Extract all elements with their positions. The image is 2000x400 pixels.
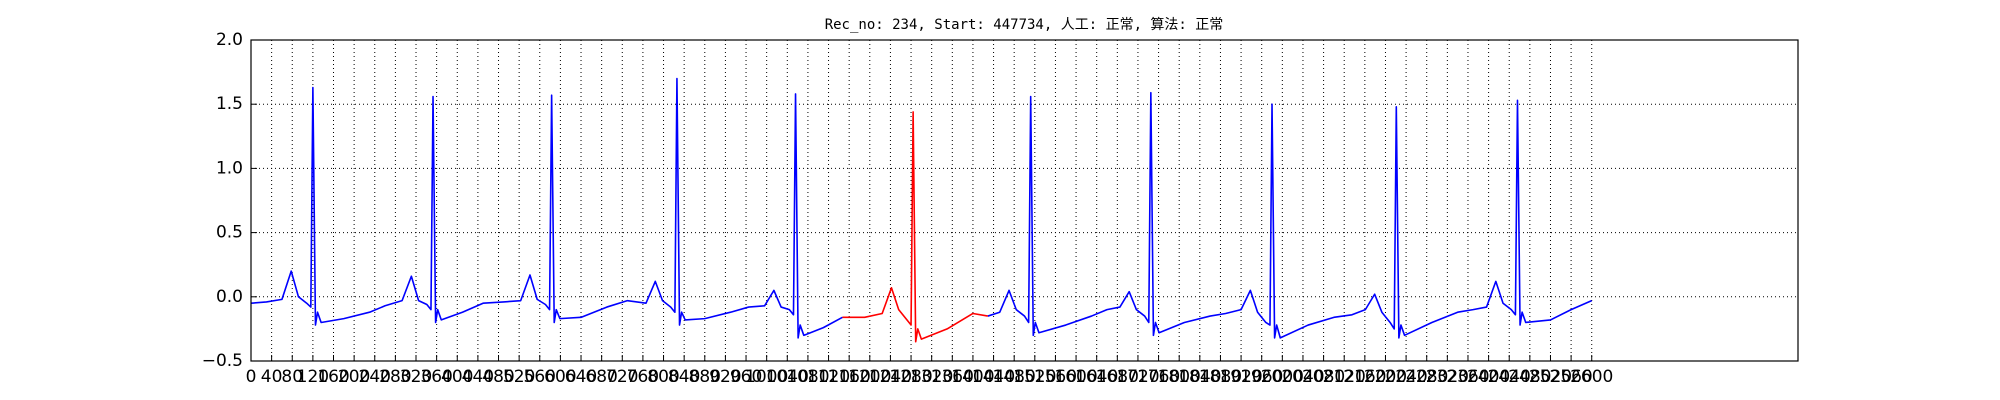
x-tick-label: 1720 xyxy=(1116,367,1159,387)
x-tick-label: 2040 xyxy=(1281,367,1324,387)
x-tick-label: 680 xyxy=(585,367,617,387)
x-tick-label: 1000 xyxy=(745,367,788,387)
x-tick-label: 2280 xyxy=(1405,367,1448,387)
x-tick-label: 2600 xyxy=(1570,367,1613,387)
x-tick-label: 880 xyxy=(689,367,721,387)
y-tick-label: 0.0 xyxy=(216,287,243,307)
x-tick-label: 1160 xyxy=(828,367,871,387)
x-tick-label: 40 xyxy=(261,367,283,387)
x-tick-label: 1480 xyxy=(993,367,1036,387)
x-tick-label: 1080 xyxy=(786,367,829,387)
x-tick-label: 640 xyxy=(565,367,597,387)
x-tick-label: 280 xyxy=(379,367,411,387)
x-tick-label: 1200 xyxy=(848,367,891,387)
x-tick-label: 1680 xyxy=(1096,367,1139,387)
x-tick-label: 1800 xyxy=(1158,367,1201,387)
x-tick-label: 1280 xyxy=(889,367,932,387)
x-tick-label: 1880 xyxy=(1199,367,1242,387)
x-tick-label: 2400 xyxy=(1467,367,1510,387)
x-tick-label: 1560 xyxy=(1034,367,1077,387)
x-tick-label: 1400 xyxy=(951,367,994,387)
x-tick-label: 720 xyxy=(606,367,638,387)
x-tick-label: 1840 xyxy=(1178,367,1221,387)
x-tick-label: 1240 xyxy=(869,367,912,387)
x-tick-label: 1640 xyxy=(1075,367,1118,387)
chart-title: Rec_no: 234, Start: 447734, 人工: 正常, 算法: … xyxy=(825,17,1224,33)
x-tick-label: 800 xyxy=(647,367,679,387)
x-tick-label: 560 xyxy=(524,367,556,387)
x-tick-label: 240 xyxy=(359,367,391,387)
x-tick-label: 0 xyxy=(246,367,257,387)
x-tick-label: 120 xyxy=(297,367,329,387)
y-tick-label: 1.0 xyxy=(216,158,243,178)
x-tick-label: 160 xyxy=(317,367,349,387)
ecg-line xyxy=(250,77,843,339)
x-tick-label: 600 xyxy=(544,367,576,387)
x-tick-label: 2320 xyxy=(1426,367,1469,387)
y-tick-label: 1.5 xyxy=(216,94,243,114)
x-tick-label: 1360 xyxy=(931,367,974,387)
x-tick-label: 1320 xyxy=(910,367,953,387)
x-tick-label: 320 xyxy=(400,367,432,387)
x-tick-label: 1760 xyxy=(1137,367,1180,387)
x-tick-label: 2160 xyxy=(1343,367,1386,387)
x-tick-label: 2560 xyxy=(1549,367,1592,387)
x-tick-label: 520 xyxy=(503,367,535,387)
x-tick-label: 80 xyxy=(281,367,303,387)
x-tick-label: 2200 xyxy=(1364,367,1407,387)
x-tick-label: 920 xyxy=(709,367,741,387)
x-tick-label: 960 xyxy=(730,367,762,387)
y-tick-label: 0.5 xyxy=(216,223,243,243)
x-tick-label: 1040 xyxy=(766,367,809,387)
x-tick-label: 1920 xyxy=(1219,367,1262,387)
ecg-line xyxy=(842,111,989,343)
x-tick-label: 2000 xyxy=(1261,367,1304,387)
x-tick-label: 200 xyxy=(338,367,370,387)
ecg-line xyxy=(987,91,1593,339)
x-tick-label: 400 xyxy=(441,367,473,387)
x-tick-label: 480 xyxy=(482,367,514,387)
x-tick-label: 440 xyxy=(462,367,494,387)
x-tick-label: 1120 xyxy=(807,367,850,387)
x-tick-label: 2520 xyxy=(1529,367,1572,387)
y-tick-label: −0.5 xyxy=(202,351,243,371)
x-tick-label: 2120 xyxy=(1323,367,1366,387)
x-tick-label: 2080 xyxy=(1302,367,1345,387)
x-tick-label: 2360 xyxy=(1446,367,1489,387)
x-tick-label: 2240 xyxy=(1384,367,1427,387)
x-tick-label: 1960 xyxy=(1240,367,1283,387)
x-tick-label: 1600 xyxy=(1054,367,1097,387)
x-tick-label: 360 xyxy=(420,367,452,387)
x-tick-label: 1440 xyxy=(972,367,1015,387)
x-tick-label: 2440 xyxy=(1488,367,1531,387)
x-tick-label: 2480 xyxy=(1508,367,1551,387)
y-tick-label: 2.0 xyxy=(216,30,243,50)
x-tick-label: 760 xyxy=(627,367,659,387)
x-tick-label: 1520 xyxy=(1013,367,1056,387)
plot-frame xyxy=(250,39,1799,362)
x-tick-label: 840 xyxy=(668,367,700,387)
